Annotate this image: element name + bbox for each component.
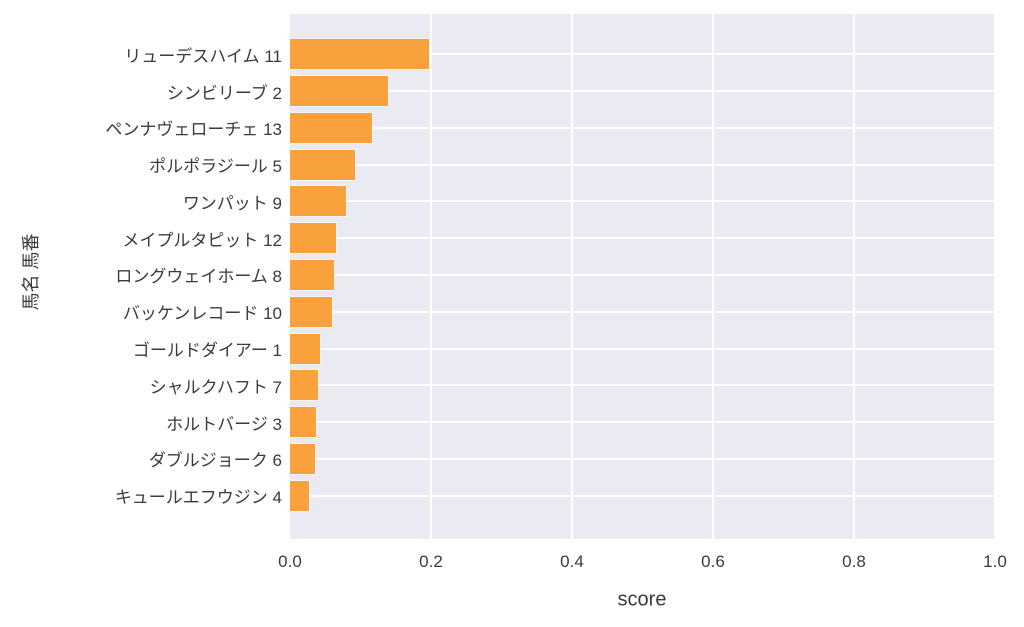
gridline-y bbox=[290, 421, 995, 424]
gridline-x-0.4 bbox=[571, 14, 573, 539]
y-tick-label: ホルトバージ 3 bbox=[166, 414, 282, 434]
x-tick-label: 0.0 bbox=[278, 552, 302, 571]
x-tick-label: 1.0 bbox=[983, 552, 1007, 571]
bar-6 bbox=[290, 223, 336, 254]
x-tick-label: 0.2 bbox=[419, 552, 443, 571]
gridline-y bbox=[290, 494, 995, 497]
bar-row bbox=[290, 330, 995, 367]
bar-row bbox=[290, 36, 995, 73]
plot-rows bbox=[290, 36, 995, 514]
y-tick-label: ロングウェイホーム 8 bbox=[115, 267, 282, 287]
gridline-y bbox=[290, 90, 995, 93]
gridline-y bbox=[290, 384, 995, 387]
x-tick-labels: 0.0 0.2 0.4 0.6 0.8 1.0 bbox=[278, 552, 1007, 574]
y-tick-label: ペンナヴェローチェ 13 bbox=[105, 120, 282, 140]
gridline-y bbox=[290, 237, 995, 240]
gridline-x-1 bbox=[994, 14, 996, 539]
bar-row bbox=[290, 220, 995, 257]
y-tick-label: シンビリーブ 2 bbox=[166, 83, 282, 103]
gridline-y bbox=[290, 200, 995, 203]
y-tick-label: メイプルタピット 12 bbox=[122, 230, 282, 250]
bar-10 bbox=[290, 370, 319, 401]
vertical-gridlines bbox=[290, 14, 996, 539]
y-tick-label: ワンパット 9 bbox=[182, 193, 282, 213]
bar-9 bbox=[290, 333, 320, 364]
bar-8 bbox=[290, 296, 333, 327]
gridline-y bbox=[290, 310, 995, 313]
y-tick-label: リューデスハイム 11 bbox=[124, 46, 282, 66]
bar-3 bbox=[290, 112, 373, 143]
bar-row bbox=[290, 404, 995, 441]
y-tick-label: シャルクハフト 7 bbox=[149, 377, 282, 397]
bar-7 bbox=[290, 259, 334, 290]
gridline-y bbox=[290, 126, 995, 129]
x-tick-label: 0.4 bbox=[560, 552, 584, 571]
y-tick-labels: リューデスハイム 11 シンビリーブ 2 ペンナヴェローチェ 13 ポルポラジール 5… bbox=[0, 36, 282, 514]
y-tick-label: ゴールドダイアー 1 bbox=[132, 341, 282, 360]
bar-1 bbox=[290, 39, 429, 70]
gridline-x-0.2 bbox=[430, 14, 432, 539]
bar-row bbox=[290, 73, 995, 110]
bar-5 bbox=[290, 186, 347, 217]
x-tick-label: 0.6 bbox=[701, 552, 725, 571]
bar-4 bbox=[290, 149, 355, 180]
gridline-y bbox=[290, 53, 995, 56]
bar-11 bbox=[290, 407, 317, 438]
y-tick-label: ダブルジョーク 6 bbox=[148, 451, 282, 471]
x-tick-label: 0.8 bbox=[842, 552, 866, 571]
plot-area bbox=[290, 14, 996, 539]
bar-row bbox=[290, 367, 995, 404]
bar-row bbox=[290, 183, 995, 220]
gridline-y bbox=[290, 273, 995, 276]
y-tick-label: ポルポラジール 5 bbox=[149, 157, 282, 177]
bar-12 bbox=[290, 443, 316, 474]
bar-13 bbox=[290, 480, 310, 511]
gridline-y bbox=[290, 457, 995, 460]
bar-row bbox=[290, 257, 995, 294]
bar-row bbox=[290, 146, 995, 183]
gridline-y bbox=[290, 347, 995, 350]
y-tick-label: キュールエフウジン 4 bbox=[114, 488, 282, 508]
gridline-x-0.6 bbox=[712, 14, 714, 539]
gridline-x-0.8 bbox=[853, 14, 855, 539]
gridline-y bbox=[290, 163, 995, 166]
bar-row bbox=[290, 477, 995, 514]
y-tick-label: バッケンレコード 10 bbox=[122, 304, 282, 324]
x-axis-title: score bbox=[617, 588, 667, 611]
bar-row bbox=[290, 293, 995, 330]
bar-row bbox=[290, 110, 995, 147]
bar-2 bbox=[290, 76, 388, 107]
bar-row bbox=[290, 440, 995, 477]
